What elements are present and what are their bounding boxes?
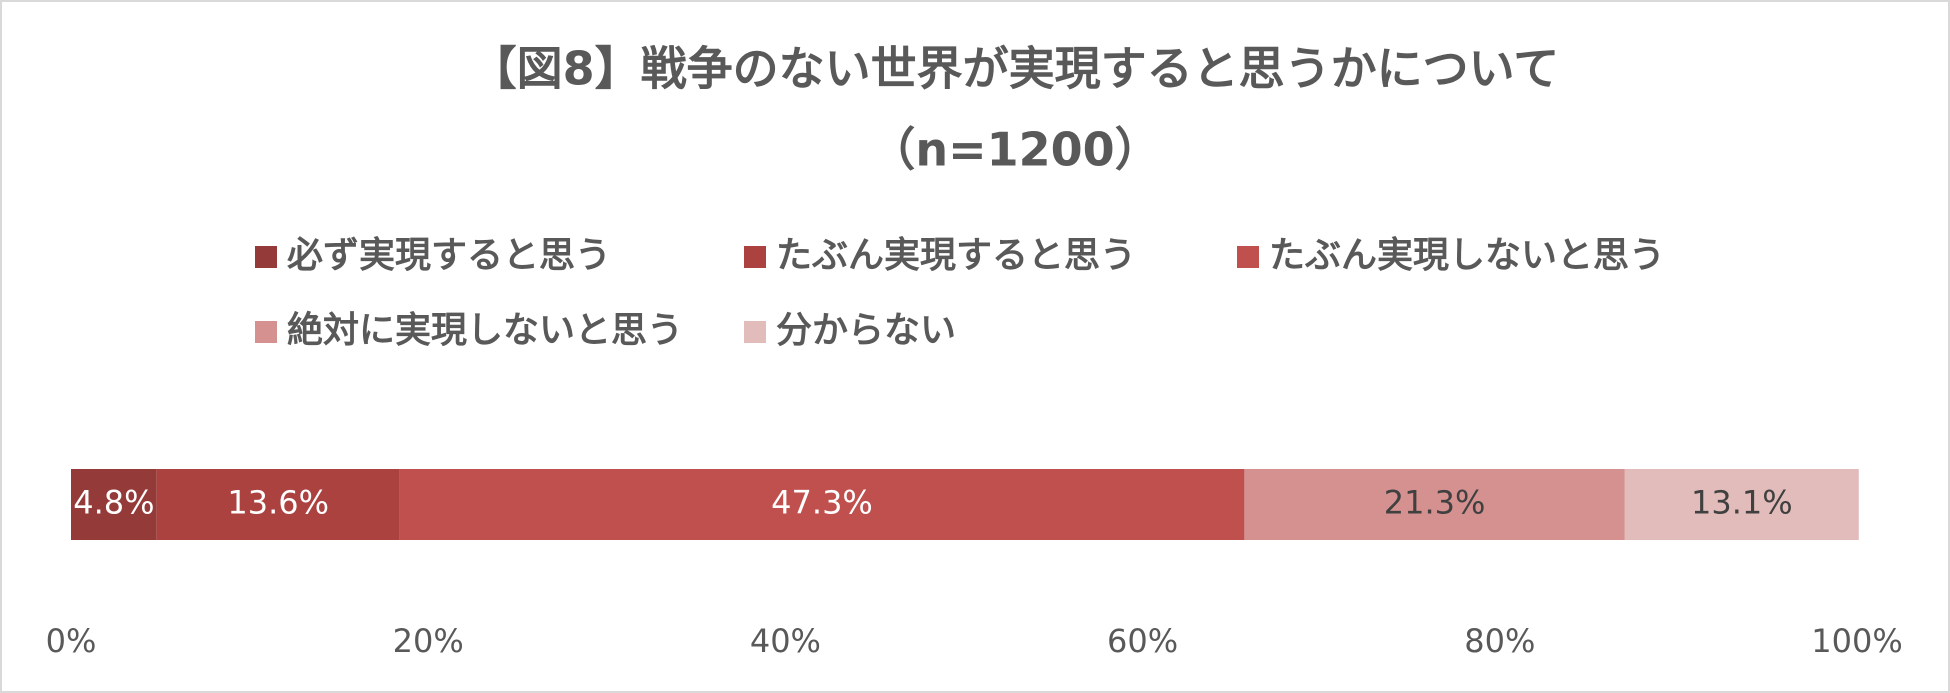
legend-swatch — [255, 321, 277, 343]
legend-swatch — [744, 321, 766, 343]
legend-swatch — [255, 246, 277, 268]
data-label: 4.8% — [73, 484, 154, 522]
legend-label: たぶん実現すると思う — [776, 235, 1136, 276]
legend-swatch — [1237, 246, 1259, 268]
data-label: 47.3% — [771, 484, 873, 522]
chart-subtitle: （n=1200） — [869, 123, 1160, 177]
x-tick-label: 20% — [393, 622, 464, 660]
x-tick-label: 40% — [750, 622, 821, 660]
x-tick-label: 100% — [1811, 622, 1902, 660]
data-label: 13.1% — [1691, 484, 1793, 522]
legend-label: 必ず実現すると思う — [287, 235, 611, 276]
x-tick-label: 80% — [1464, 622, 1535, 660]
bar-segment — [1244, 469, 1625, 540]
legend-swatch — [744, 246, 766, 268]
legend-label: 分からない — [776, 310, 956, 351]
bar-segment — [1624, 469, 1859, 540]
bar-segment — [399, 469, 1245, 540]
data-label: 21.3% — [1384, 484, 1486, 522]
x-tick-label: 0% — [46, 622, 97, 660]
bar-segment — [156, 469, 400, 540]
legend-label: たぶん実現しないと思う — [1269, 235, 1665, 276]
bar-segment — [71, 469, 157, 540]
legend-label: 絶対に実現しないと思う — [287, 309, 683, 351]
x-tick-label: 60% — [1107, 622, 1178, 660]
chart-title: 【図8】戦争のない世界が実現すると思うかについて — [471, 42, 1560, 96]
data-label: 13.6% — [227, 484, 329, 522]
